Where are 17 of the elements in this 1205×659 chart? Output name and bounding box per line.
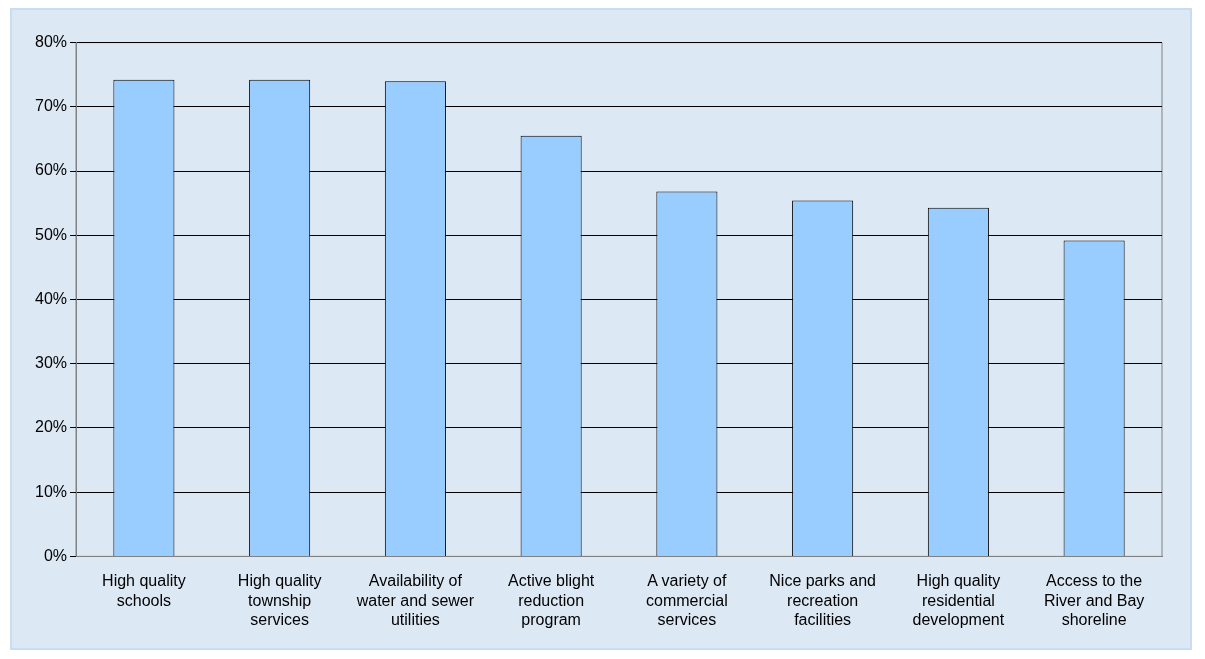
x-tick-label: High quality residential development (912, 572, 1005, 628)
x-tick-label: A variety of commercial services (645, 572, 728, 628)
y-tick-label: 40% (34, 289, 68, 307)
y-tick-label: 80% (34, 33, 68, 51)
y-tick-label: 70% (34, 97, 68, 115)
x-tick-label: Availability of water and sewer utilities (355, 572, 475, 628)
x-tick-label: Active blight reduction program (508, 572, 595, 628)
x-tick-label: Nice parks and recreation facilities (769, 572, 876, 628)
y-tick-label: 0% (43, 546, 68, 564)
y-tick-label: 50% (34, 225, 68, 243)
x-tick-label: Access to the River and Bay shoreline (1043, 572, 1145, 628)
y-tick-label: 10% (34, 482, 68, 500)
y-tick-label: 20% (34, 418, 68, 436)
x-tick-label: High quality township services (237, 572, 322, 628)
y-tick-label: 60% (34, 161, 68, 179)
y-tick-label: 30% (34, 354, 68, 372)
x-tick-label: High quality schools (102, 572, 186, 609)
